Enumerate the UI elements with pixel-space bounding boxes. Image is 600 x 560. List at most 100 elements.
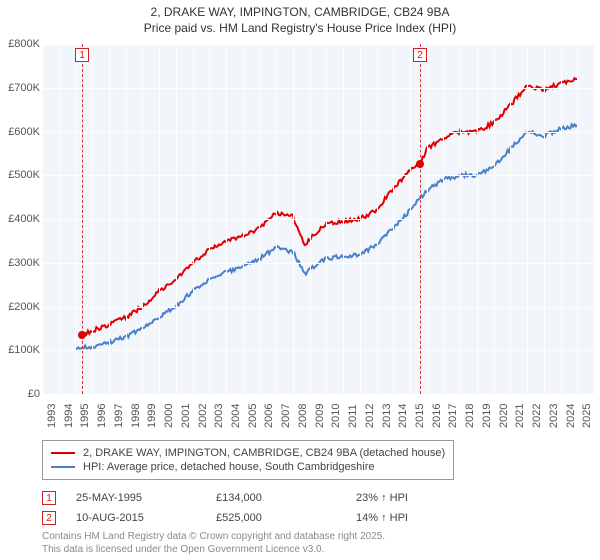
marker-line [82, 44, 83, 394]
transaction-pct: 23% ↑ HPI [356, 492, 456, 504]
grid-line-v [460, 44, 461, 394]
transaction-date: 10-AUG-2015 [76, 512, 176, 524]
transaction-row: 1 25-MAY-1995 £134,000 23% ↑ HPI [42, 488, 594, 508]
grid-line-v [427, 44, 428, 394]
grid-line-v [393, 44, 394, 394]
x-axis-label: 2003 [213, 404, 225, 428]
x-axis-label: 2021 [514, 404, 526, 428]
marker-line [420, 44, 421, 394]
legend-label: HPI: Average price, detached house, Sout… [83, 461, 374, 473]
grid-line-v [443, 44, 444, 394]
x-axis-label: 2009 [314, 404, 326, 428]
grid-line-v [259, 44, 260, 394]
x-axis-label: 1994 [63, 404, 75, 428]
y-axis-label: £700K [2, 82, 40, 94]
transaction-marker: 1 [42, 491, 56, 505]
x-axis-label: 2023 [548, 404, 560, 428]
grid-line-v [209, 44, 210, 394]
grid-line-v [410, 44, 411, 394]
x-axis-label: 2001 [180, 404, 192, 428]
x-axis-label: 2018 [464, 404, 476, 428]
grid-line-v [109, 44, 110, 394]
transaction-marker: 2 [42, 511, 56, 525]
grid-line-v [159, 44, 160, 394]
grid-line-v [226, 44, 227, 394]
x-axis-label: 2007 [280, 404, 292, 428]
grid-line-v [360, 44, 361, 394]
transaction-row: 2 10-AUG-2015 £525,000 14% ↑ HPI [42, 508, 594, 528]
marker-badge: 2 [413, 48, 427, 62]
x-axis-label: 2002 [197, 404, 209, 428]
x-axis-label: 1993 [46, 404, 58, 428]
grid-line-v [142, 44, 143, 394]
chart-title: 2, DRAKE WAY, IMPINGTON, CAMBRIDGE, CB24… [0, 0, 600, 36]
grid-line-v [326, 44, 327, 394]
grid-line-v [176, 44, 177, 394]
grid-line-v [577, 44, 578, 394]
footer-line1: Contains HM Land Registry data © Crown c… [42, 531, 385, 544]
marker-dot [416, 160, 424, 168]
grid-line-v [343, 44, 344, 394]
title-line1: 2, DRAKE WAY, IMPINGTON, CAMBRIDGE, CB24… [0, 4, 600, 20]
x-axis-label: 2005 [247, 404, 259, 428]
grid-line-v [494, 44, 495, 394]
grid-line-v [293, 44, 294, 394]
grid-line-v [561, 44, 562, 394]
grid-line-v [126, 44, 127, 394]
x-axis-label: 1996 [96, 404, 108, 428]
grid-line-v [544, 44, 545, 394]
transaction-price: £525,000 [216, 512, 316, 524]
grid-line-v [92, 44, 93, 394]
transaction-price: £134,000 [216, 492, 316, 504]
x-axis-label: 2019 [481, 404, 493, 428]
x-axis-label: 2006 [263, 404, 275, 428]
x-axis-label: 2013 [381, 404, 393, 428]
grid-line-v [276, 44, 277, 394]
grid-line-v [310, 44, 311, 394]
grid-line-v [42, 44, 43, 394]
y-axis-label: £500K [2, 169, 40, 181]
x-axis-label: 1997 [113, 404, 125, 428]
marker-dot [78, 331, 86, 339]
title-line2: Price paid vs. HM Land Registry's House … [0, 20, 600, 36]
x-axis-label: 2008 [297, 404, 309, 428]
x-axis-label: 1999 [146, 404, 158, 428]
grid-line-v [477, 44, 478, 394]
series-price_paid [82, 78, 577, 335]
x-axis-label: 2020 [498, 404, 510, 428]
x-axis-label: 2017 [447, 404, 459, 428]
y-axis-label: £100K [2, 344, 40, 356]
x-axis-label: 2024 [565, 404, 577, 428]
x-axis-label: 2012 [364, 404, 376, 428]
y-axis-label: £400K [2, 213, 40, 225]
grid-line-h [42, 394, 594, 395]
x-axis-label: 2010 [330, 404, 342, 428]
x-axis-label: 2015 [414, 404, 426, 428]
x-axis-label: 2014 [397, 404, 409, 428]
grid-line-v [527, 44, 528, 394]
legend-swatch [51, 452, 75, 454]
grid-line-v [243, 44, 244, 394]
grid-line-v [510, 44, 511, 394]
legend-item: HPI: Average price, detached house, Sout… [51, 461, 445, 473]
marker-badge: 1 [75, 48, 89, 62]
transaction-pct: 14% ↑ HPI [356, 512, 456, 524]
legend-item: 2, DRAKE WAY, IMPINGTON, CAMBRIDGE, CB24… [51, 447, 445, 459]
x-axis-label: 2025 [581, 404, 593, 428]
legend-swatch [51, 466, 75, 468]
footer-note: Contains HM Land Registry data © Crown c… [42, 531, 385, 556]
x-axis-label: 2022 [531, 404, 543, 428]
y-axis-label: £600K [2, 126, 40, 138]
grid-line-v [59, 44, 60, 394]
grid-line-v [193, 44, 194, 394]
x-axis-label: 2004 [230, 404, 242, 428]
x-axis-label: 2011 [347, 404, 359, 428]
transaction-date: 25-MAY-1995 [76, 492, 176, 504]
y-axis-label: £0 [2, 388, 40, 400]
plot-area: 12 [42, 44, 594, 394]
y-axis-label: £300K [2, 257, 40, 269]
legend-label: 2, DRAKE WAY, IMPINGTON, CAMBRIDGE, CB24… [83, 447, 445, 459]
grid-line-v [377, 44, 378, 394]
y-axis-label: £800K [2, 38, 40, 50]
x-axis-label: 1995 [79, 404, 91, 428]
